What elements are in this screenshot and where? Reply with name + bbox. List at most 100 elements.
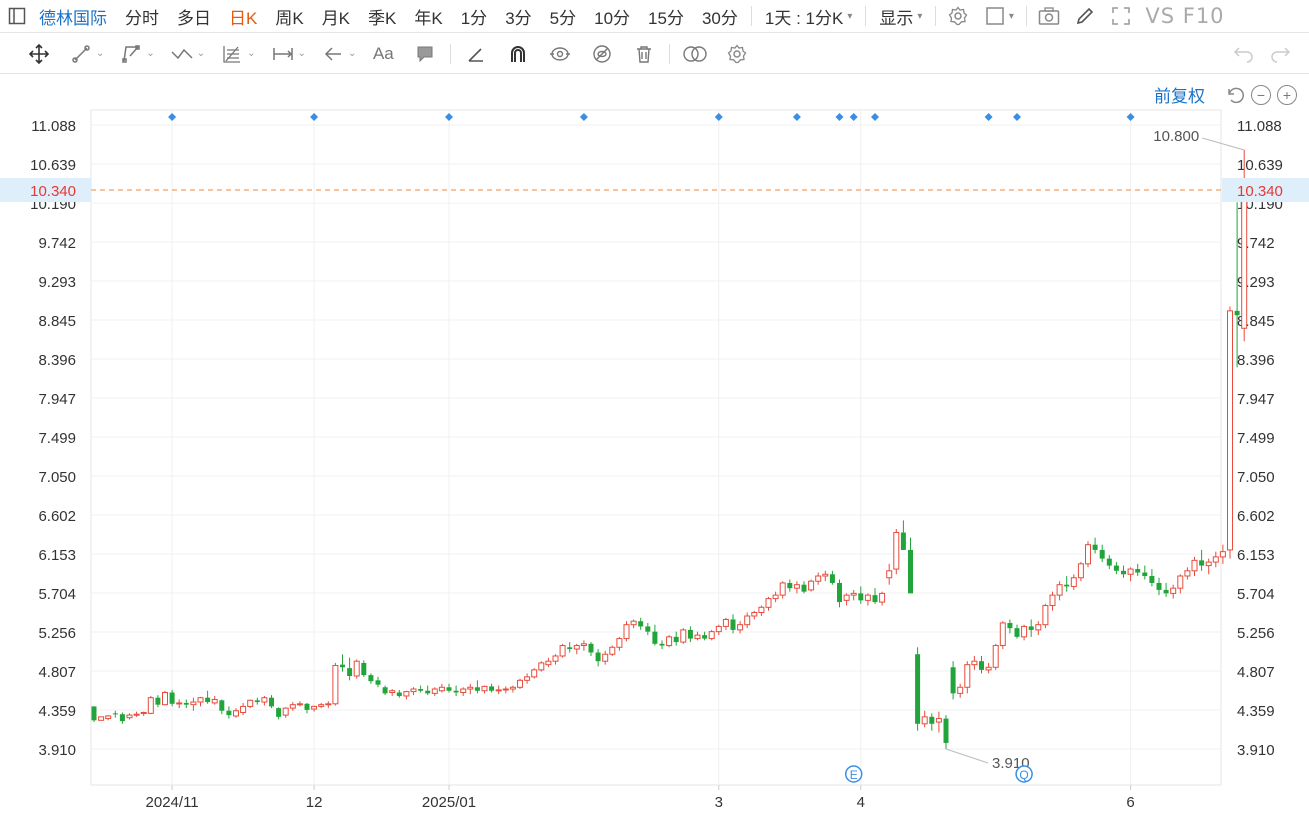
fullscreen-icon[interactable] [1106,1,1136,31]
candle-body-down [155,697,161,705]
period-tab-1[interactable]: 多日 [177,8,211,28]
move-tool[interactable] [24,39,54,69]
period-tab-12[interactable]: 30分 [701,8,738,28]
pencil-icon[interactable] [1070,1,1100,31]
candle-body-up [325,703,332,706]
multi-period-label: 1天 : 1分K [764,8,844,28]
price-adjust-toggle[interactable]: 前复权 [1154,87,1205,106]
link-tool[interactable] [545,39,575,69]
overlay-tool[interactable] [680,39,710,69]
candle-body-down [900,532,906,550]
candle-body-up [623,624,630,640]
sidebar-toggle-icon[interactable] [4,1,30,31]
candle-body-up [332,665,339,705]
kline-chart[interactable]: 11.088 11.088 10.639 10.639 10.190 10.190 9.74… [0,75,1309,829]
period-tab-5[interactable]: 季K [368,8,397,28]
magnet-tool[interactable] [503,39,533,69]
stock-title[interactable]: 德林国际 [39,8,107,28]
candle-body-up [162,691,168,706]
text-tool[interactable]: Aa [368,39,398,69]
candle-body-down [382,687,388,694]
arrow-tool[interactable]: ⌄ [318,39,356,69]
candle-body-down [425,690,431,694]
redo-icon[interactable] [1265,39,1295,69]
candle-body-up [1049,594,1056,607]
y-tick-label-left: 4.807 [38,664,76,681]
candle-body-up [147,697,154,714]
x-tick-label: 2024/11 [146,794,199,811]
period-tab-9[interactable]: 5分 [549,8,577,28]
hide-tool[interactable] [587,39,617,69]
candle-body-up [460,688,467,693]
candle-body-up [573,645,580,650]
zoom-out-icon[interactable]: − [1251,84,1271,105]
candle-body-up [240,705,247,713]
ruler-tool[interactable] [461,39,491,69]
measure-tool[interactable]: ⌄ [268,39,306,69]
y-tick-label-right: 7.499 [1237,430,1275,447]
layout-select[interactable]: ▾ [979,1,1019,31]
settings-icon[interactable] [943,1,973,31]
wave-tool[interactable]: ⌄ [167,39,205,69]
candle-body-down [1014,628,1020,637]
fib-tool[interactable]: ⌄ [217,39,256,69]
candle-body-up [318,704,325,707]
period-tab-4[interactable]: 月K [321,8,351,28]
polyline-tool[interactable]: ⌄ [116,39,155,69]
comment-tool[interactable] [410,39,440,69]
candle-body-down [219,700,225,711]
period-tab-3[interactable]: 周K [275,8,304,28]
candle-body-down [205,697,211,703]
y-tick-label-right: 11.088 [1237,118,1282,135]
candle-body-up [1021,625,1028,638]
line-tool[interactable]: ⌄ [66,39,104,69]
drawing-toolbar: ⌄ ⌄ ⌄ ⌄ ⌄ ⌄ Aa [0,34,1309,74]
period-tab-10[interactable]: 10分 [594,8,631,28]
candle-body-down [254,700,260,703]
period-tab-7[interactable]: 1分 [460,8,488,28]
candle-body-up [964,664,971,688]
undo-icon[interactable] [1229,39,1259,69]
plot-frame [90,109,1222,786]
candle-body-down [368,675,374,682]
fib-icon [217,39,247,69]
period-tab-6[interactable]: 年K [414,8,443,28]
period-tab-8[interactable]: 3分 [505,8,532,28]
camera-icon[interactable] [1034,1,1064,31]
last-price-tag-left-bg [0,178,91,203]
candle-body-up [822,573,829,577]
multi-period-select[interactable]: 1天 : 1分K ▾ [756,0,861,32]
y-tick-label-right: 3.910 [1237,742,1275,759]
candle-body-up [531,669,538,678]
y-tick-label-left: 7.947 [38,391,76,408]
last-price-tag-left: 10.340 [30,183,76,200]
candle-body-down [702,635,708,639]
candle-body-up [1035,624,1042,631]
vs-f10-button[interactable]: VS F10 [1145,4,1225,28]
candle-body-down [91,706,97,721]
draw-settings-tool[interactable] [722,39,752,69]
settings-icon [722,39,752,69]
y-tick-label-left: 11.088 [31,118,76,135]
y-tick-label-left: 7.050 [38,469,76,486]
period-tab-11[interactable]: 15分 [648,8,684,28]
candle-body-down [1121,570,1126,575]
period-tab-2[interactable]: 日K [229,8,258,28]
candle-body-down [1149,576,1155,583]
candle-body-up [1177,575,1184,589]
candle-body-down [112,713,118,715]
x-tick-label: 2025/01 [422,794,476,811]
delete-tool[interactable] [629,39,659,69]
candle-body-down [673,636,679,643]
x-tick-label: 4 [857,794,865,811]
candle-body-down [474,687,480,691]
candle-body-up [289,704,296,709]
candle-body-up [765,598,772,608]
display-menu[interactable]: 显示 ▾ [870,0,931,32]
y-tick-label-left: 8.845 [38,313,76,330]
period-tab-0[interactable]: 分时 [125,8,159,28]
reset-icon[interactable] [1225,85,1245,105]
zoom-in-icon[interactable]: + [1277,84,1297,105]
measure-icon [268,39,298,69]
